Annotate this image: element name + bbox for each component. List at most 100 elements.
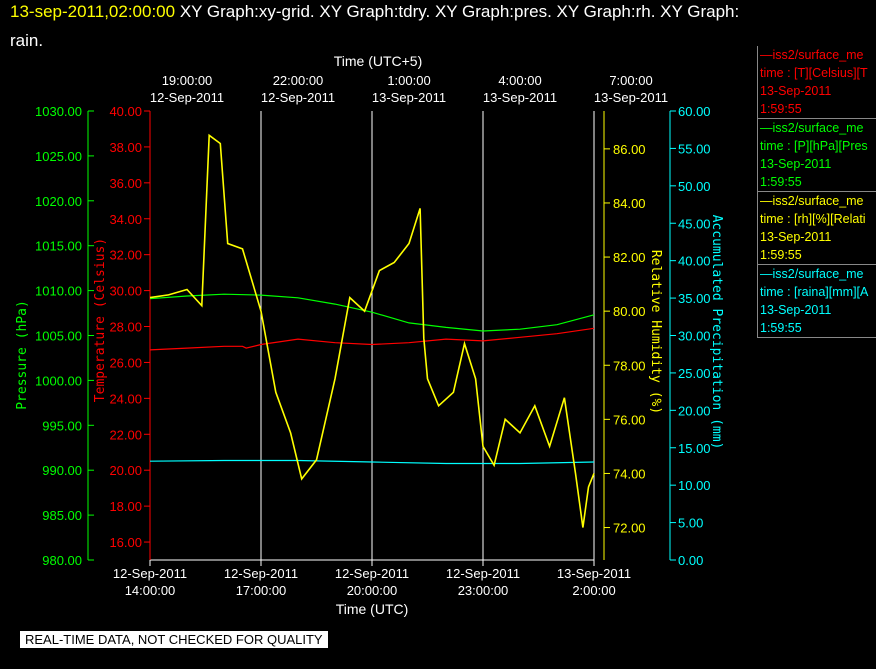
temperature-tick-label: 20.00 <box>109 463 142 478</box>
pressure-tick-label: 1030.00 <box>35 104 82 119</box>
x-axis-title: Time (UTC) <box>336 601 409 617</box>
x-tick-label-time: 23:00:00 <box>458 583 509 598</box>
pressure-tick-label: 985.00 <box>42 508 82 523</box>
temperature-tick-label: 16.00 <box>109 535 142 550</box>
x-tick-label-date: 12-Sep-2011 <box>113 566 187 581</box>
humidity-tick-label: 86.00 <box>613 142 646 157</box>
legend-entry-line4: 1:59:55 <box>760 102 802 116</box>
x-tick-label-date: 13-Sep-2011 <box>557 566 631 581</box>
x-tick-label-time: 2:00:00 <box>572 583 615 598</box>
temperature-tick-label: 22.00 <box>109 427 142 442</box>
temperature-tick-label: 26.00 <box>109 355 142 370</box>
precip-tick-label: 20.00 <box>678 403 711 418</box>
top-axis-title: Time (UTC+5) <box>334 53 423 69</box>
legend-entry-line4: 1:59:55 <box>760 321 802 335</box>
precip-tick-label: 40.00 <box>678 254 711 269</box>
precip-tick-label: 0.00 <box>678 553 703 568</box>
legend-entry-line3: 13-Sep-2011 <box>760 303 832 317</box>
humidity-tick-label: 80.00 <box>613 304 646 319</box>
top-tick-label-date: 13-Sep-2011 <box>483 90 557 105</box>
pressure-tick-label: 995.00 <box>42 418 82 433</box>
x-tick-label-time: 17:00:00 <box>236 583 287 598</box>
temperature-tick-label: 18.00 <box>109 499 142 514</box>
temperature-tick-label: 32.00 <box>109 248 142 263</box>
humidity-series-line <box>149 133 595 528</box>
pressure-tick-label: 1020.00 <box>35 194 82 209</box>
legend: —iss2/surface_me time : [T][Celsius][T 13-… <box>757 46 876 338</box>
pressure-tick-label: 980.00 <box>42 553 82 568</box>
top-tick-label-date: 12-Sep-2011 <box>261 90 335 105</box>
precip-tick-label: 45.00 <box>678 216 711 231</box>
pressure-series-line <box>149 293 595 332</box>
temperature-series-line <box>149 327 595 351</box>
x-tick-label-time: 20:00:00 <box>347 583 398 598</box>
pressure-tick-label: 1000.00 <box>35 373 82 388</box>
pressure-tick-label: 1015.00 <box>35 239 82 254</box>
temperature-tick-label: 34.00 <box>109 212 142 227</box>
top-tick-label-date: 13-Sep-2011 <box>594 90 668 105</box>
legend-entry-line1: —iss2/surface_me <box>760 267 864 281</box>
precip-tick-label: 25.00 <box>678 366 711 381</box>
legend-entry: —iss2/surface_me time : [rh][%][Relati 13-… <box>757 192 876 265</box>
precip-tick-label: 55.00 <box>678 141 711 156</box>
pressure-axis-label: Pressure (hPa) <box>15 300 30 410</box>
precip-axis-label: Accumulated Precipitation (mm) <box>709 215 724 450</box>
precip-tick-label: 35.00 <box>678 291 711 306</box>
pressure-tick-label: 1010.00 <box>35 284 82 299</box>
humidity-axis-label: Relative Humidity (%) <box>648 250 663 414</box>
legend-entry-line2: time : [raina][mm][A <box>760 285 869 299</box>
temperature-tick-label: 24.00 <box>109 391 142 406</box>
legend-entry-line3: 13-Sep-2011 <box>760 84 832 98</box>
top-tick-label-date: 12-Sep-2011 <box>150 90 224 105</box>
header-graphs: XY Graph:xy-grid. XY Graph:tdry. XY Grap… <box>175 2 740 21</box>
precip-series-line <box>149 459 595 465</box>
pressure-tick-label: 990.00 <box>42 463 82 478</box>
legend-entry-line2: time : [rh][%][Relati <box>760 212 866 226</box>
humidity-tick-label: 84.00 <box>613 196 646 211</box>
temperature-tick-label: 40.00 <box>109 104 142 119</box>
quality-disclaimer: REAL-TIME DATA, NOT CHECKED FOR QUALITY <box>20 631 328 648</box>
top-tick-label-time: 4:00:00 <box>498 73 541 88</box>
legend-entry-line3: 13-Sep-2011 <box>760 230 832 244</box>
temperature-tick-label: 38.00 <box>109 140 142 155</box>
x-tick-label-date: 12-Sep-2011 <box>335 566 409 581</box>
humidity-tick-label: 74.00 <box>613 466 646 481</box>
precip-tick-label: 50.00 <box>678 179 711 194</box>
temperature-tick-label: 28.00 <box>109 320 142 335</box>
legend-entry-line4: 1:59:55 <box>760 248 802 262</box>
legend-entry-line3: 13-Sep-2011 <box>760 157 832 171</box>
precip-tick-label: 30.00 <box>678 329 711 344</box>
precip-tick-label: 60.00 <box>678 104 711 119</box>
temperature-axis-label: Temperature (Celsius) <box>93 238 108 402</box>
top-tick-label-time: 22:00:00 <box>273 73 324 88</box>
humidity-tick-label: 76.00 <box>613 412 646 427</box>
precip-tick-label: 5.00 <box>678 516 703 531</box>
legend-entry-line1: —iss2/surface_me <box>760 48 864 62</box>
temperature-tick-label: 30.00 <box>109 284 142 299</box>
humidity-tick-label: 72.00 <box>613 521 646 536</box>
humidity-tick-label: 82.00 <box>613 250 646 265</box>
top-tick-label-time: 19:00:00 <box>162 73 213 88</box>
pressure-tick-label: 1005.00 <box>35 329 82 344</box>
legend-entry-line4: 1:59:55 <box>760 175 802 189</box>
header-datetime: 13-sep-2011,02:00:00 <box>10 2 176 21</box>
header-line-2: rain. <box>10 31 44 50</box>
precip-tick-label: 15.00 <box>678 441 711 456</box>
x-tick-label-time: 14:00:00 <box>125 583 176 598</box>
x-tick-label-date: 12-Sep-2011 <box>446 566 520 581</box>
x-tick-label-date: 12-Sep-2011 <box>224 566 298 581</box>
top-tick-label-date: 13-Sep-2011 <box>372 90 446 105</box>
precip-tick-label: 10.00 <box>678 478 711 493</box>
header-line-1: 13-sep-2011,02:00:00 XY Graph:xy-grid. X… <box>10 2 739 22</box>
legend-entry-line2: time : [T][Celsius][T <box>760 66 868 80</box>
legend-entry-line2: time : [P][hPa][Pres <box>760 139 868 153</box>
legend-entry-line1: —iss2/surface_me <box>760 121 864 135</box>
pressure-tick-label: 1025.00 <box>35 149 82 164</box>
top-tick-label-time: 1:00:00 <box>387 73 430 88</box>
top-tick-label-time: 7:00:00 <box>609 73 652 88</box>
temperature-tick-label: 36.00 <box>109 176 142 191</box>
